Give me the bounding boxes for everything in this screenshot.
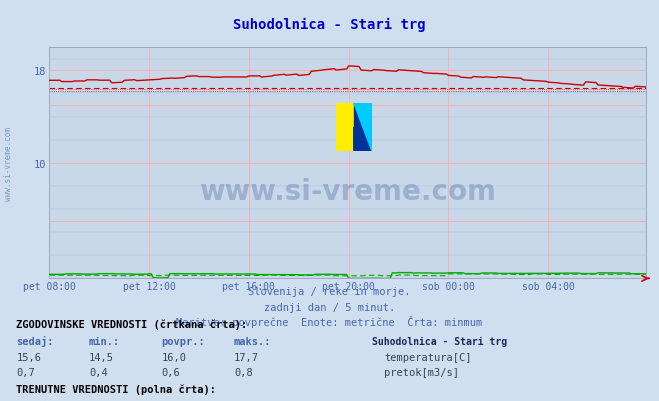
Text: Meritve: povprečne  Enote: metrične  Črta: minmum: Meritve: povprečne Enote: metrične Črta:…	[177, 315, 482, 327]
Bar	[335, 104, 354, 152]
Polygon shape	[354, 128, 366, 152]
Text: 16,0: 16,0	[161, 352, 186, 362]
Text: TRENUTNE VREDNOSTI (polna črta):: TRENUTNE VREDNOSTI (polna črta):	[16, 383, 216, 394]
Text: maks.:: maks.:	[234, 336, 272, 346]
Text: www.si-vreme.com: www.si-vreme.com	[199, 177, 496, 205]
Text: sedaj:: sedaj:	[16, 400, 54, 401]
Text: 14,5: 14,5	[89, 352, 114, 362]
Text: 15,6: 15,6	[16, 352, 42, 362]
Text: Suhodolnica - Stari trg: Suhodolnica - Stari trg	[233, 18, 426, 32]
Text: Suhodolnica - Stari trg: Suhodolnica - Stari trg	[372, 336, 507, 346]
Polygon shape	[354, 104, 372, 152]
Text: min.:: min.:	[89, 336, 120, 346]
Text: 0,8: 0,8	[234, 367, 252, 377]
Text: povpr.:: povpr.:	[161, 336, 205, 346]
Text: www.si-vreme.com: www.si-vreme.com	[4, 126, 13, 200]
Text: temperatura[C]: temperatura[C]	[384, 352, 472, 362]
Text: 17,7: 17,7	[234, 352, 259, 362]
Text: 0,4: 0,4	[89, 367, 107, 377]
Text: pretok[m3/s]: pretok[m3/s]	[384, 367, 459, 377]
Text: Slovenija / reke in morje.: Slovenija / reke in morje.	[248, 287, 411, 297]
Text: 0,7: 0,7	[16, 367, 35, 377]
Bar	[354, 104, 372, 152]
Text: 0,6: 0,6	[161, 367, 180, 377]
Text: ZGODOVINSKE VREDNOSTI (črtkana črta):: ZGODOVINSKE VREDNOSTI (črtkana črta):	[16, 318, 248, 329]
Text: zadnji dan / 5 minut.: zadnji dan / 5 minut.	[264, 302, 395, 312]
Text: sedaj:: sedaj:	[16, 335, 54, 346]
